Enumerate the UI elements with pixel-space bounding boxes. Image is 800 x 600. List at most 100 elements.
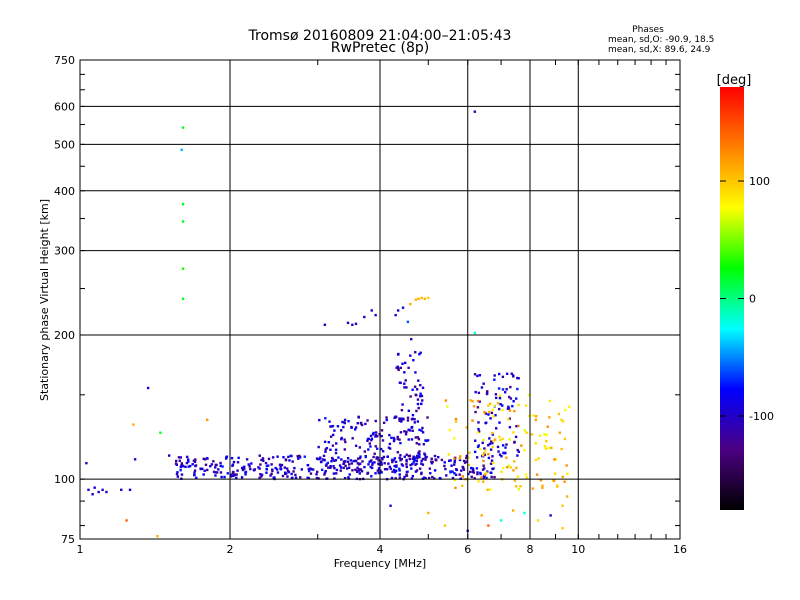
scatter-point (403, 430, 406, 433)
scatter-point (230, 473, 233, 476)
scatter-point (356, 466, 359, 469)
scatter-point (482, 480, 485, 483)
scatter-point (335, 468, 339, 472)
scatter-point (480, 386, 484, 389)
scatter-point (395, 366, 398, 369)
scatter-point (369, 445, 372, 448)
scatter-point (354, 459, 358, 463)
scatter-point (493, 475, 496, 479)
scatter-point (500, 454, 503, 458)
scatter-point (214, 463, 217, 467)
scatter-point (339, 429, 343, 432)
scatter-point (568, 405, 571, 409)
scatter-point (400, 408, 404, 412)
scatter-point (398, 476, 402, 479)
scatter-point (465, 456, 468, 460)
scatter-point (323, 458, 326, 462)
scatter-point (481, 468, 485, 471)
scatter-point (404, 433, 408, 436)
scatter-point (191, 463, 194, 466)
scatter-point (324, 417, 327, 420)
scatter-point (120, 488, 123, 492)
scatter-point (512, 469, 515, 472)
scatter-point (534, 458, 538, 462)
scatter-point (553, 472, 557, 475)
scatter-point (433, 469, 437, 472)
scatter-point (491, 467, 494, 471)
scatter-point (505, 456, 508, 459)
scatter-point (465, 460, 468, 463)
scatter-point (249, 467, 252, 471)
scatter-point (443, 464, 446, 468)
scatter-point (380, 471, 383, 474)
scatter-point (202, 473, 205, 476)
scatter-point (396, 435, 399, 439)
scatter-point (203, 469, 206, 472)
scatter-point (343, 448, 347, 451)
y-tick-label: 100 (54, 473, 75, 486)
scatter-point (403, 371, 406, 374)
scatter-point (396, 451, 400, 454)
scatter-point (400, 457, 403, 461)
scatter-point (477, 480, 480, 483)
x-tick-label: 4 (377, 543, 384, 556)
scatter-point (101, 488, 104, 492)
scatter-point (469, 399, 472, 402)
scatter-point (260, 458, 263, 462)
scatter-point (368, 460, 371, 463)
scatter-point (498, 421, 501, 424)
scatter-point (258, 467, 261, 470)
scatter-point (565, 495, 569, 498)
scatter-point (401, 417, 405, 420)
scatter-point (369, 465, 372, 469)
scatter-point (398, 469, 401, 472)
scatter-point (482, 382, 485, 385)
scatter-point (377, 471, 380, 475)
scatter-point (534, 418, 538, 422)
scatter-point (235, 476, 238, 480)
scatter-point (492, 415, 495, 418)
scatter-point (420, 394, 424, 398)
scatter-point (287, 470, 291, 474)
scatter-point (212, 470, 216, 474)
scatter-point (180, 464, 183, 467)
scatter-point (476, 445, 480, 449)
scatter-point (335, 442, 338, 445)
scatter-point (487, 456, 491, 460)
scatter-point (368, 442, 372, 445)
scatter-point (405, 453, 408, 456)
scatter-point (319, 456, 322, 459)
scatter-point (248, 465, 251, 468)
scatter-point (410, 467, 413, 470)
scatter-point (360, 423, 364, 427)
scatter-point (425, 455, 428, 459)
scatter-point (453, 458, 457, 462)
scatter-point (535, 473, 539, 476)
scatter-point (128, 488, 132, 492)
scatter-point (317, 477, 320, 480)
scatter-point (510, 372, 513, 375)
scatter-point (418, 352, 421, 356)
scatter-point (498, 394, 502, 398)
scatter-point (235, 473, 238, 476)
scatter-point (467, 456, 470, 459)
scatter-point (404, 361, 407, 365)
scatter-point (407, 409, 411, 413)
scatter-point (501, 388, 505, 391)
scatter-point (396, 437, 399, 441)
scatter-point (478, 374, 482, 377)
scatter-point (449, 459, 452, 462)
scatter-point (406, 470, 409, 473)
scatter-point (505, 443, 508, 446)
x-tick-label: 10 (571, 543, 585, 556)
scatter-point (418, 443, 421, 446)
scatter-point (262, 459, 265, 462)
scatter-point (405, 460, 408, 463)
scatter-point (194, 458, 197, 461)
scatter-point (358, 446, 362, 449)
scatter-point (356, 457, 360, 460)
scatter-point (494, 414, 497, 417)
scatter-point (371, 433, 375, 436)
chart-subtitle: RwPretec (8p) (331, 40, 429, 56)
